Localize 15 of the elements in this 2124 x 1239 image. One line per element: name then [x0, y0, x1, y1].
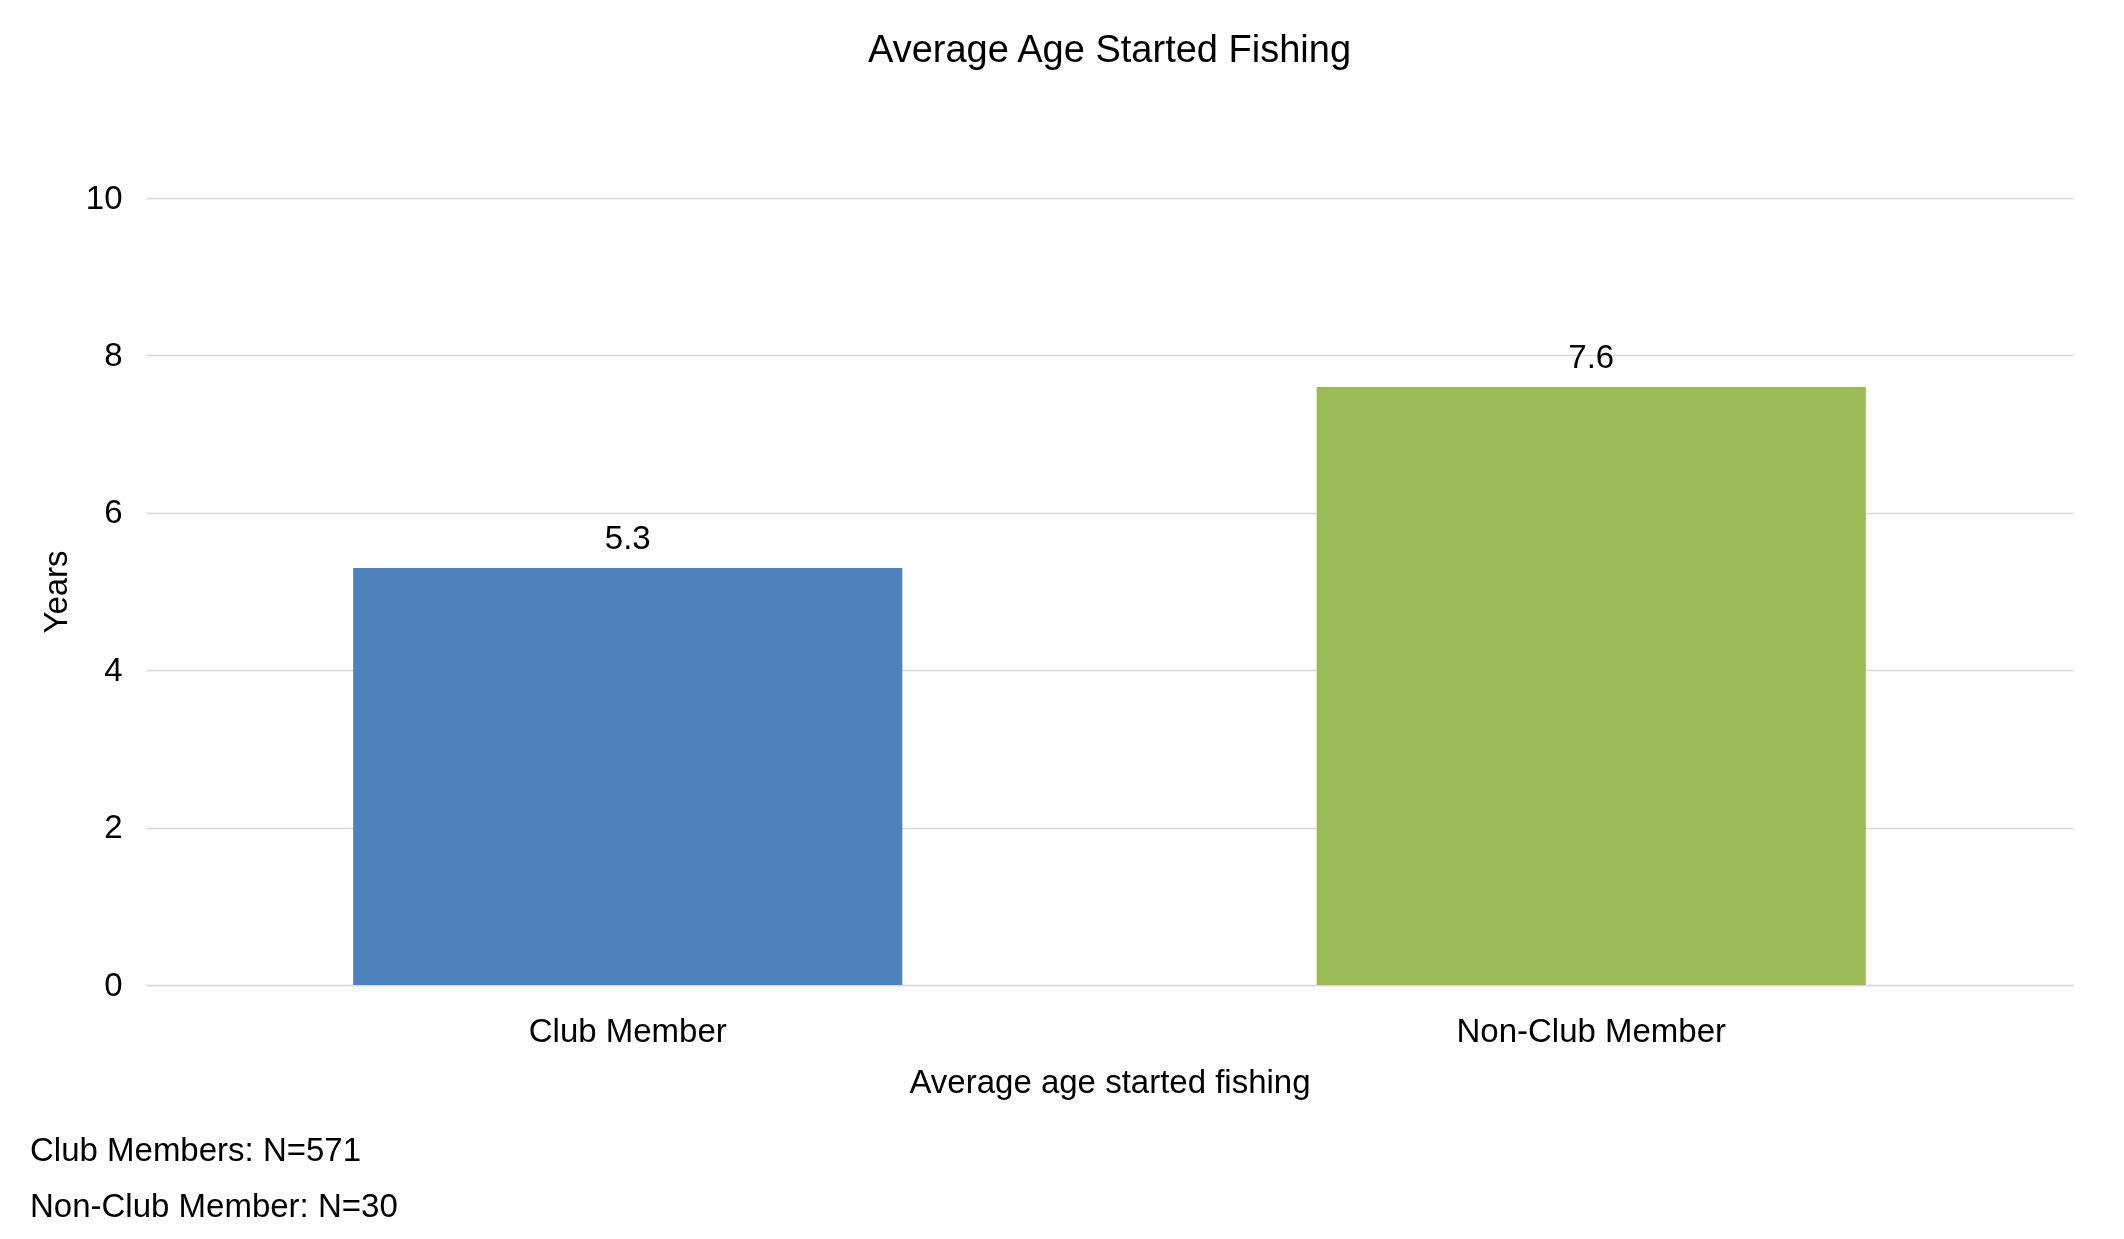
text: Club Members: N=571 [30, 1131, 362, 1168]
x-tick-label: Non-Club Member [1456, 1011, 1727, 1049]
y-tick-label: 10 [85, 178, 123, 216]
y-tick-label: 6 [104, 493, 123, 531]
y-tick-label: 0 [104, 965, 123, 1003]
y-tick-label: 2 [104, 808, 123, 846]
y-axis-title: Years [36, 550, 74, 634]
y-tick-label: 4 [104, 650, 123, 688]
data-label: 5.3 [604, 518, 651, 556]
x-tick-label: Club Member [528, 1011, 727, 1049]
text: Non-Club Member: N=30 [30, 1187, 398, 1224]
y-tick-label: 8 [104, 335, 123, 373]
data-label: 7.6 [1568, 337, 1615, 375]
chart-title: Average Age Started Fishing [867, 28, 1352, 70]
x-axis-title: Average age started fishing [909, 1062, 1311, 1100]
